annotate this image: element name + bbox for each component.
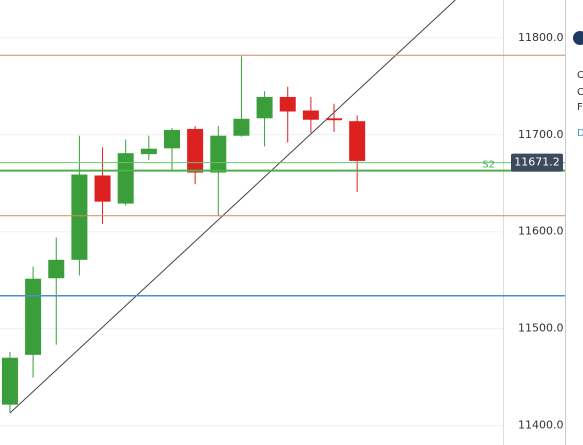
level-label: S2	[482, 160, 495, 171]
panel-text: C	[577, 70, 583, 81]
y-tick-label: 11800.0	[518, 31, 564, 44]
trendline	[9, 0, 456, 414]
candle-body	[25, 278, 42, 355]
candle-body	[1, 357, 18, 405]
candle-body	[48, 259, 65, 279]
candle-body	[117, 153, 134, 204]
y-tick-label: 11500.0	[518, 322, 564, 335]
candle-body	[94, 175, 111, 202]
candle-body	[140, 148, 157, 155]
candle-body	[349, 121, 366, 161]
candle-body	[187, 128, 204, 173]
plot-area	[0, 0, 503, 427]
candle-body	[163, 129, 180, 149]
candle-body	[210, 135, 227, 173]
panel-text: C	[577, 87, 583, 98]
candle-body	[302, 110, 319, 120]
panel-text: D	[577, 128, 583, 139]
price-tag-label: 11671.2	[514, 156, 560, 169]
y-tick-label: 11600.0	[518, 225, 564, 238]
panel-icon[interactable]	[573, 31, 583, 45]
panel-text: F	[577, 102, 583, 113]
candle-body	[326, 118, 343, 121]
y-tick-label: 11700.0	[518, 128, 564, 141]
candle-body	[279, 96, 296, 112]
candle-body	[233, 118, 250, 136]
candle-body	[71, 174, 88, 260]
candle-body	[256, 96, 273, 119]
y-tick-label: 11400.0	[518, 419, 564, 432]
price-tag	[511, 153, 563, 172]
